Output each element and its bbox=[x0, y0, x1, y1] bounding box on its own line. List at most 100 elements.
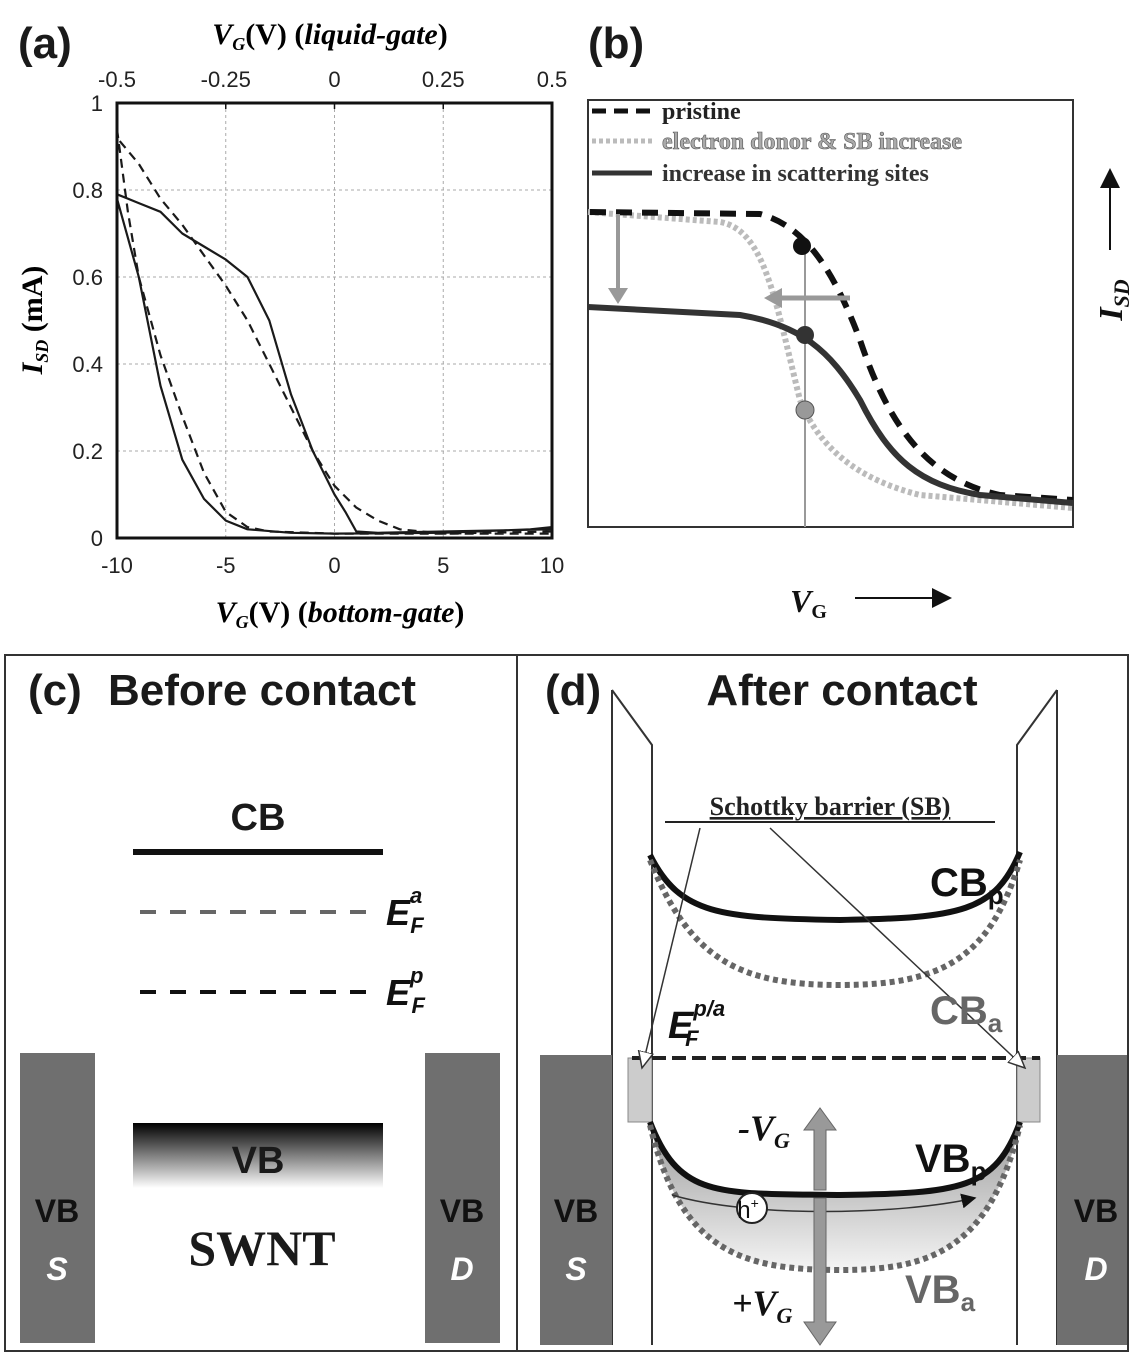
top-axis-title: VG(V) (liquid-gate) bbox=[212, 18, 448, 54]
electrode-label: S bbox=[46, 1251, 68, 1287]
x-tick-label: -10 bbox=[101, 553, 133, 578]
barrier-box bbox=[627, 1057, 653, 1123]
axis-title-part: SD bbox=[1109, 279, 1131, 307]
fermi-label: Ea F bbox=[386, 883, 424, 938]
x2-tick-label: -0.25 bbox=[201, 67, 251, 92]
legend-label: pristine bbox=[662, 99, 741, 125]
panel-label: (b) bbox=[588, 19, 644, 68]
label-part: E bbox=[386, 972, 411, 1013]
barrier-outline bbox=[611, 689, 1058, 1345]
label-part: p bbox=[988, 880, 1004, 910]
gate-arrow-up bbox=[803, 1107, 837, 1191]
panel-label: (c) bbox=[28, 666, 82, 715]
y-axis-title: ISD (mA) bbox=[16, 266, 52, 376]
hole-label: h+ bbox=[737, 1195, 759, 1224]
valence-band bbox=[133, 1123, 383, 1188]
panel-b-frame bbox=[587, 99, 1074, 528]
axis-title-part: ) bbox=[454, 596, 464, 629]
swnt-label: SWNT bbox=[188, 1220, 335, 1276]
y-tick-label: 0.8 bbox=[72, 178, 103, 203]
plot-frame bbox=[115, 101, 554, 540]
axis-title-part: V bbox=[216, 596, 239, 629]
gate-label: -VG bbox=[738, 1108, 790, 1153]
drain-electrode bbox=[425, 1053, 500, 1343]
x-axis-title: VG(V) (bottom-gate) bbox=[216, 596, 465, 632]
band-label: VBp bbox=[915, 1137, 986, 1186]
axis-title-part: (V) ( bbox=[245, 18, 304, 51]
label-part: a bbox=[961, 1287, 976, 1317]
label-part: G bbox=[774, 1128, 790, 1153]
axis-title-part: V bbox=[790, 583, 814, 619]
y-tick-label: 0 bbox=[91, 526, 103, 551]
axis-title-part: I bbox=[16, 361, 49, 375]
band-label: VBa bbox=[905, 1268, 976, 1317]
label-part: +V bbox=[732, 1283, 780, 1323]
sb-label: Schottky barrier (SB) bbox=[710, 792, 951, 821]
gray-arrow-head bbox=[608, 288, 628, 304]
label-part: a bbox=[988, 1008, 1003, 1038]
y-tick-label: 1 bbox=[91, 91, 103, 116]
label-part: CB bbox=[930, 861, 988, 905]
x2-tick-label: -0.5 bbox=[98, 67, 136, 92]
source-electrode bbox=[20, 1053, 95, 1343]
label-part: E bbox=[386, 892, 411, 933]
y-tick-label: 0.4 bbox=[72, 352, 103, 377]
cb-a bbox=[647, 858, 1023, 989]
electrode-label: D bbox=[450, 1251, 473, 1287]
label-part: p bbox=[971, 1156, 987, 1186]
label-part: a bbox=[410, 883, 422, 908]
label-part: p/a bbox=[692, 996, 725, 1021]
axis-title-part: G bbox=[811, 601, 827, 623]
series-line bbox=[115, 193, 554, 535]
legend-label: electron donor & SB increase bbox=[662, 129, 962, 155]
label-part: E bbox=[668, 1005, 695, 1047]
band-label: VB bbox=[232, 1140, 285, 1182]
barrier-box bbox=[1016, 1057, 1041, 1123]
state-dot bbox=[793, 237, 811, 255]
curve-scattering bbox=[587, 304, 1074, 506]
legend-label: increase in scattering sites bbox=[662, 161, 929, 187]
state-dot bbox=[795, 400, 815, 420]
curve-pristine bbox=[589, 209, 1074, 503]
panel-label: (d) bbox=[545, 666, 601, 715]
label-part: F bbox=[411, 993, 425, 1018]
label-part: F bbox=[685, 1026, 699, 1051]
axis-title-part: (mA) bbox=[16, 266, 49, 340]
fermi-label: Ep/a F bbox=[668, 996, 725, 1051]
x2-tick-label: 0.5 bbox=[537, 67, 568, 92]
label-part: + bbox=[751, 1195, 759, 1211]
axis-title: VG bbox=[790, 583, 827, 623]
bottom-frame bbox=[4, 654, 1129, 1352]
x2-tick-label: 0.25 bbox=[422, 67, 465, 92]
x-tick-label: 0 bbox=[328, 553, 340, 578]
cb-p bbox=[647, 850, 1023, 924]
vb-a bbox=[647, 1124, 1023, 1274]
label-part: h bbox=[737, 1197, 750, 1224]
x-tick-label: 5 bbox=[437, 553, 449, 578]
axis-title-part: V bbox=[212, 18, 235, 51]
chart-a: 0 0.2 0.4 0.6 0.8 1 -10 -5 0 5 10 -0.5 -0.25 0 0.25 0.5 bbox=[72, 67, 567, 578]
fermi-label: Ep F bbox=[386, 963, 425, 1018]
band-label: CB bbox=[231, 797, 286, 839]
axis-title-part: ) bbox=[438, 18, 448, 51]
gray-arrow-head bbox=[764, 288, 782, 308]
drain-electrode bbox=[1057, 1055, 1127, 1345]
panel-label: (a) bbox=[18, 19, 72, 68]
axis-title: ISD bbox=[1093, 279, 1131, 321]
panel-title: Before contact bbox=[108, 666, 416, 715]
source-electrode bbox=[540, 1055, 612, 1345]
label-part: F bbox=[410, 913, 424, 938]
sb-arrow bbox=[642, 827, 701, 1068]
hole bbox=[736, 1192, 768, 1224]
x2-tick-label: 0 bbox=[328, 67, 340, 92]
label-part: VB bbox=[915, 1137, 971, 1181]
axis-title-part: G bbox=[232, 34, 245, 54]
electrode-label: S bbox=[565, 1251, 587, 1287]
x-tick-label: 10 bbox=[540, 553, 564, 578]
band-label: CBp bbox=[930, 861, 1004, 910]
state-dot bbox=[796, 326, 814, 344]
vb-p bbox=[647, 1120, 1023, 1199]
gate-label: +VG bbox=[732, 1283, 793, 1328]
axis-title-part: bottom-gate bbox=[308, 596, 455, 629]
